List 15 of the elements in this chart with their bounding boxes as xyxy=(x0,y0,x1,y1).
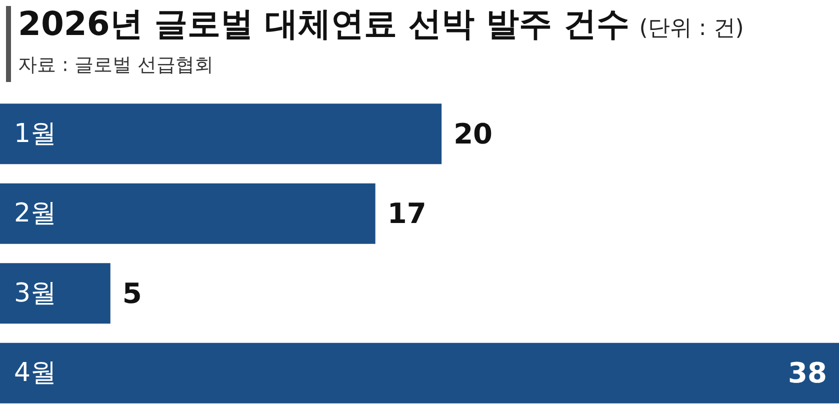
bar xyxy=(0,104,442,164)
data-label: 20 xyxy=(454,117,493,150)
data-label: 17 xyxy=(387,197,426,230)
y-tick-label: 4월 xyxy=(14,358,57,388)
y-tick-label: 3월 xyxy=(14,278,57,308)
bar xyxy=(0,263,110,324)
y-tick-label: 1월 xyxy=(14,118,57,149)
bar xyxy=(0,183,376,244)
text: 자료 : 글로벌 선급협회 xyxy=(18,53,214,78)
data-label: 5 xyxy=(122,276,142,310)
bar xyxy=(0,342,839,404)
chart-subtitle: (단위 : 건) xyxy=(639,16,744,41)
data-label: 38 xyxy=(788,356,827,390)
chart-title: 2026년 글로벌 대체연료 선박 발주 건수 xyxy=(18,4,630,43)
y-tick-label: 2월 xyxy=(14,198,57,229)
